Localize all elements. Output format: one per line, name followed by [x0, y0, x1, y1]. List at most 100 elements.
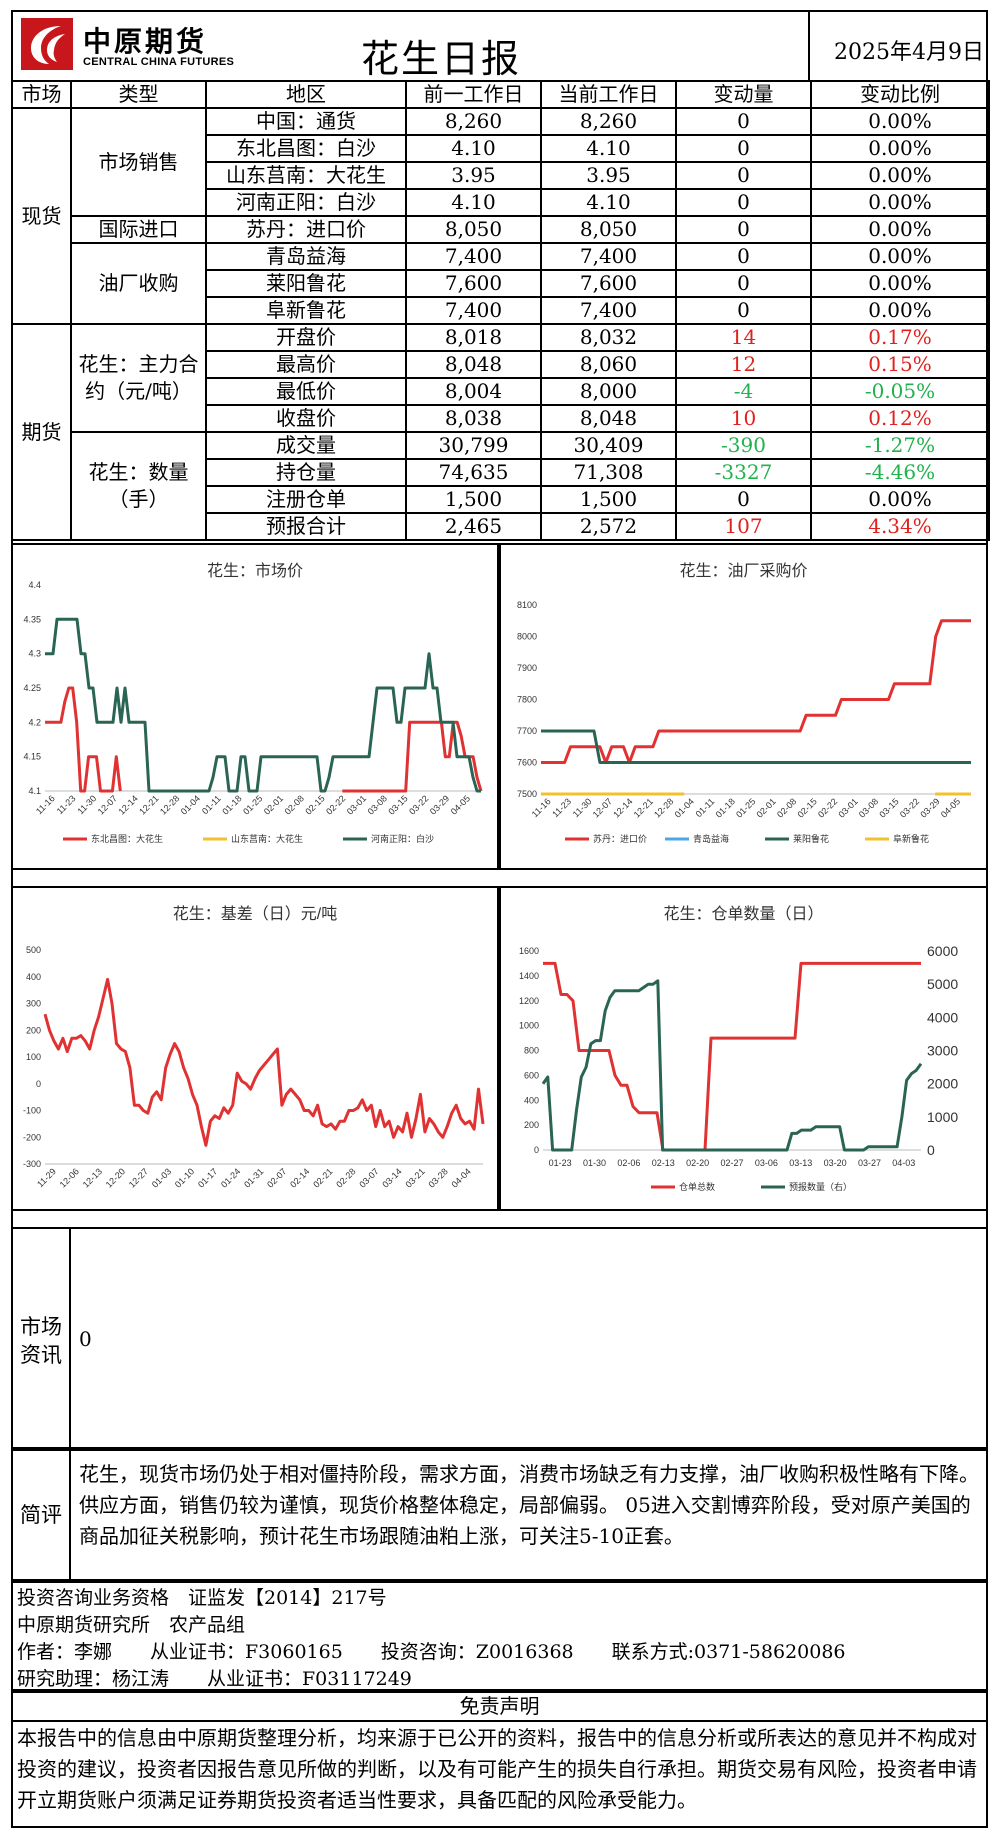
type-market-sales-cell: 市场销售 [70, 107, 207, 217]
change-cell: 0 [675, 134, 812, 163]
region-cell: 河南正阳：白沙 [205, 188, 407, 217]
y-tick-label: 1400 [519, 971, 539, 981]
change-cell: 0 [675, 269, 812, 298]
x-tick-label: 01-11 [200, 793, 223, 816]
company-logo: 中原期货 CENTRAL CHINA FUTURES [21, 18, 261, 74]
region-cell: 成交量 [205, 431, 407, 460]
y-tick-label: 8000 [517, 632, 537, 642]
x-tick-label: 12-06 [58, 1166, 81, 1189]
y-tick-label: 4.3 [28, 649, 41, 659]
x-tick-label: 02-14 [288, 1166, 311, 1189]
x-tick-label: 01-30 [583, 1158, 606, 1168]
x-tick-label: 03-14 [380, 1166, 403, 1189]
pct-cell: 0.00% [810, 269, 990, 298]
x-tick-label: 01-25 [241, 793, 264, 816]
curr-cell: 1,500 [540, 485, 677, 514]
curr-cell: 2,572 [540, 512, 677, 541]
institute-line: 中原期货研究所 农产品组 [17, 1614, 246, 1636]
table-row: 山东莒南：大花生 3.95 3.95 0 0.00% [12, 161, 990, 190]
x-tick-label: 03-15 [877, 796, 900, 819]
pct-cell: 0.00% [810, 188, 990, 217]
series-line [541, 729, 971, 764]
chart-title: 花生：基差（日）元/吨 [172, 906, 338, 923]
curr-cell: 8,260 [540, 107, 677, 136]
y-tick-label: 100 [26, 1052, 41, 1062]
x-tick-label: 01-18 [714, 796, 737, 819]
y-tick-label: -200 [23, 1132, 41, 1142]
curr-cell: 8,000 [540, 377, 677, 406]
legend-label: 预报数量（右） [789, 1181, 852, 1192]
prev-cell: 4.10 [405, 134, 542, 163]
x-tick-label: 01-17 [196, 1166, 219, 1189]
chart-title: 花生：油厂采购价 [679, 563, 808, 580]
x-tick-label: 12-27 [127, 1166, 150, 1189]
x-tick-label: 12-28 [652, 796, 675, 819]
region-cell: 开盘价 [205, 323, 407, 352]
x-tick-label: 03-15 [386, 793, 409, 816]
x-tick-label: 12-14 [611, 796, 634, 819]
market-info-label: 市场资讯 [13, 1229, 71, 1447]
prev-cell: 3.95 [405, 161, 542, 190]
x-tick-label: 02-28 [334, 1166, 357, 1189]
x-tick-label: 03-29 [918, 796, 941, 819]
y2-tick-label: 2000 [927, 1076, 958, 1092]
x-tick-label: 04-03 [892, 1158, 915, 1168]
table-row: 东北昌图：白沙 4.10 4.10 0 0.00% [12, 134, 990, 163]
curr-cell: 30,409 [540, 431, 677, 460]
x-tick-label: 02-01 [755, 796, 778, 819]
pct-cell: 0.00% [810, 242, 990, 271]
curr-cell: 8,050 [540, 215, 677, 244]
series-line [543, 961, 921, 1152]
curr-cell: 7,400 [540, 296, 677, 325]
series-line [45, 617, 481, 793]
change-cell: 14 [675, 323, 812, 352]
change-cell: 0 [675, 188, 812, 217]
logo-en-text: CENTRAL CHINA FUTURES [83, 56, 235, 68]
prev-cell: 8,038 [405, 404, 542, 433]
pct-cell: -4.46% [810, 458, 990, 487]
pct-cell: 0.12% [810, 404, 990, 433]
x-tick-label: 03-13 [789, 1158, 812, 1168]
report-date: 2025年4月9日 [834, 40, 984, 65]
x-tick-label: 01-18 [220, 793, 243, 816]
region-cell: 预报合计 [205, 512, 407, 541]
y-tick-label: 4.35 [23, 614, 41, 624]
region-cell: 注册仓单 [205, 485, 407, 514]
y-tick-label: 200 [26, 1025, 41, 1035]
x-tick-label: 12-07 [591, 796, 614, 819]
prev-cell: 7,400 [405, 296, 542, 325]
type-intl-import-cell: 国际进口 [70, 215, 207, 244]
prev-cell: 30,799 [405, 431, 542, 460]
x-tick-label: 01-04 [179, 793, 202, 816]
table-row: 注册仓单 1,500 1,500 0 0.00% [12, 485, 990, 514]
x-tick-label: 01-10 [173, 1166, 196, 1189]
author-line: 作者：李娜 从业证书：F3060165 投资咨询：Z0016368 联系方式:0… [17, 1641, 846, 1663]
pct-cell: 0.00% [810, 215, 990, 244]
legend-label: 河南正阳：白沙 [371, 833, 434, 844]
x-tick-label: 11-30 [571, 796, 594, 819]
prev-cell: 74,635 [405, 458, 542, 487]
chart-warehouse-receipts-svg: 0 200 400 600 800 1000 1200 1400 1600 0 1000 2000 30… [519, 943, 958, 1192]
table-row: 期货 花生：主力合约（元/吨） 开盘价 8,018 8,032 14 0.17% [11, 323, 990, 541]
prev-cell: 8,048 [405, 350, 542, 379]
x-tick-label: 02-15 [303, 793, 326, 816]
y-tick-label: 4.2 [28, 717, 41, 727]
col-header-change: 变动量 [675, 80, 812, 109]
change-cell: 0 [675, 161, 812, 190]
region-cell: 东北昌图：白沙 [205, 134, 407, 163]
col-header-curr: 当前工作日 [540, 80, 677, 109]
x-tick-label: 02-22 [324, 793, 347, 816]
region-cell: 最高价 [205, 350, 407, 379]
chart-oil-mill-price: 花生：油厂采购价 7500 7600 7700 7800 7900 8000 8100 11-… [499, 543, 988, 870]
report-header: 中原期货 CENTRAL CHINA FUTURES 花生日报 2025年4月9… [11, 10, 988, 81]
x-tick-label: 12-28 [158, 793, 181, 816]
footer-credentials: 投资咨询业务资格 证监发【2014】217号 中原期货研究所 农产品组 作者：李… [11, 1581, 988, 1691]
series-line [45, 686, 483, 793]
y-tick-label: 4.25 [23, 683, 41, 693]
x-tick-label: 11-29 [35, 1166, 58, 1189]
x-tick-label: 11-23 [550, 796, 573, 819]
y-tick-label: 7900 [517, 663, 537, 673]
pct-cell: 4.34% [810, 512, 990, 541]
curr-cell: 8,048 [540, 404, 677, 433]
